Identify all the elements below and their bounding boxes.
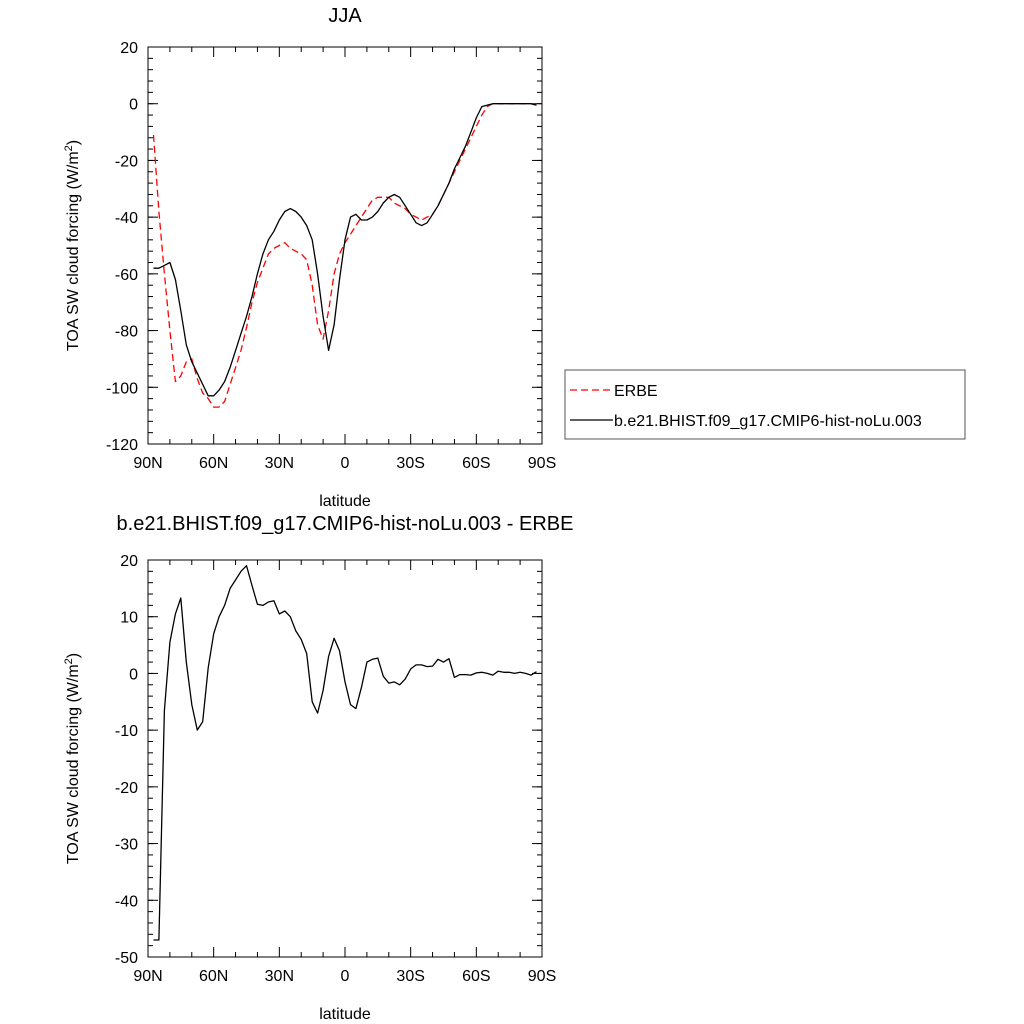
- series-line-2: [153, 103, 537, 397]
- plot-frame: [147, 559, 543, 958]
- x-tick-label: 30N: [265, 968, 294, 985]
- chart-title: b.e21.BHIST.f09_g17.CMIP6-hist-noLu.003 …: [117, 513, 574, 535]
- y-tick-label: 0: [129, 666, 138, 683]
- legend: ERBE b.e21.BHIST.f09_g17.CMIP6-hist-noLu.…: [564, 369, 966, 440]
- y-tick-label: -100: [106, 380, 138, 397]
- x-tick-label: 30S: [396, 968, 424, 985]
- y-tick-label: 0: [129, 97, 138, 114]
- y-tick-label: -50: [115, 950, 138, 967]
- x-tick-label: 60S: [462, 455, 490, 472]
- x-tick-label: 0: [341, 455, 350, 472]
- legend-box: [564, 369, 966, 440]
- x-tick-label: 90N: [133, 455, 162, 472]
- y-tick-label: -60: [115, 267, 138, 284]
- x-tick-label: 30N: [265, 455, 294, 472]
- x-tick-label: 90S: [528, 968, 556, 985]
- y-axis-label: TOA SW cloud forcing (W/m2): [63, 140, 82, 351]
- x-axis-label: latitude: [319, 1006, 371, 1023]
- chart-title: JJA: [328, 5, 362, 27]
- series-line-1: [153, 565, 537, 941]
- y-tick-label: -40: [115, 210, 138, 227]
- y-tick-label: -10: [115, 723, 138, 740]
- y-tick-label: -20: [115, 153, 138, 170]
- y-tick-label: 20: [120, 553, 138, 570]
- x-tick-label: 90N: [133, 968, 162, 985]
- chart-2: b.e21.BHIST.f09_g17.CMIP6-hist-noLu.003 …: [63, 513, 573, 1023]
- x-tick-label: 0: [341, 968, 350, 985]
- y-tick-label: 20: [120, 40, 138, 57]
- legend-label: ERBE: [614, 383, 658, 400]
- y-tick-label: 10: [120, 610, 138, 627]
- x-tick-label: 60S: [462, 968, 490, 985]
- legend-label: b.e21.BHIST.f09_g17.CMIP6-hist-noLu.003: [614, 413, 922, 430]
- y-axis-label: TOA SW cloud forcing (W/m2): [63, 653, 82, 864]
- y-tick-label: -30: [115, 837, 138, 854]
- x-tick-label: 60N: [199, 455, 228, 472]
- x-tick-label: 60N: [199, 968, 228, 985]
- x-tick-label: 30S: [396, 455, 424, 472]
- y-tick-label: -80: [115, 324, 138, 341]
- y-tick-label: -120: [106, 437, 138, 454]
- y-tick-label: -40: [115, 893, 138, 910]
- x-tick-label: 90S: [528, 455, 556, 472]
- series-line-1: [152, 103, 537, 408]
- chart-1: JJA 90N 60N 30N 0 30S 60S 90S 20 0 -20 -40 -60 -80 -10…: [63, 5, 966, 510]
- y-tick-label: -20: [115, 780, 138, 797]
- x-axis-label: latitude: [319, 493, 371, 510]
